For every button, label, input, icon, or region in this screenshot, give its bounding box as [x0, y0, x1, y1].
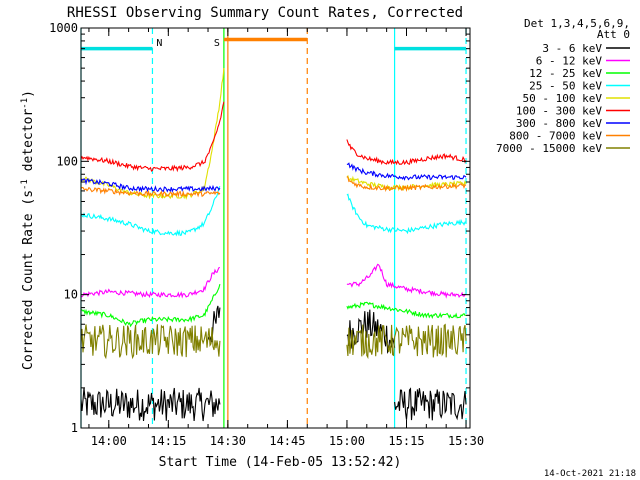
- series-line: [80, 266, 221, 299]
- legend-label: 3 - 6 keV: [542, 42, 602, 55]
- x-tick-label: 15:00: [329, 434, 365, 448]
- night-label: N: [156, 38, 162, 49]
- y-tick-label: 1: [71, 421, 78, 435]
- series-line: [346, 323, 467, 360]
- chart-title: RHESSI Observing Summary Count Rates, Co…: [67, 5, 463, 21]
- series-8: [80, 323, 467, 360]
- y-tick-label: 1000: [49, 21, 78, 35]
- series-3: [80, 186, 466, 237]
- y-tick-label: 100: [56, 154, 78, 168]
- series-line: [80, 186, 221, 237]
- series-line: [80, 186, 221, 199]
- series-line: [394, 387, 467, 421]
- y-axis-label: Corrected Count Rate (s-1 detector-1): [20, 90, 36, 370]
- x-tick-label: 15:30: [448, 434, 484, 448]
- legend-label: 50 - 100 keV: [523, 92, 603, 105]
- x-tick-label: 14:15: [150, 434, 186, 448]
- series-7: [80, 176, 467, 199]
- legend-label: 25 - 50 keV: [529, 80, 602, 93]
- legend-label: 6 - 12 keV: [536, 55, 603, 68]
- series-line: [346, 301, 466, 320]
- legend-label: 800 - 7000 keV: [509, 130, 602, 143]
- legend-label: 100 - 300 keV: [516, 105, 602, 118]
- x-tick-label: 15:15: [388, 434, 424, 448]
- series-line: [346, 193, 466, 235]
- series-line: [346, 176, 467, 193]
- footer-timestamp: 14-Oct-2021 21:18: [544, 469, 636, 479]
- series-line: [346, 309, 396, 354]
- series-1: [80, 263, 467, 299]
- legend-header-line-1: Det 1,3,4,5,6,9,: [524, 17, 630, 30]
- legend-label: 300 - 800 keV: [516, 117, 602, 130]
- legend-label: 12 - 25 keV: [529, 67, 602, 80]
- series-line: [346, 162, 467, 181]
- saa-label: S: [214, 38, 220, 49]
- series-line: [81, 283, 221, 328]
- series-2: [81, 283, 466, 328]
- series-6: [80, 162, 467, 193]
- series-0: [80, 305, 467, 422]
- x-axis-label: Start Time (14-Feb-05 13:52:42): [159, 455, 402, 470]
- series-line: [346, 139, 467, 166]
- y-tick-label: 10: [64, 288, 78, 302]
- series-line: [80, 324, 221, 360]
- plot-frame: [80, 27, 471, 429]
- series-line: [80, 387, 221, 422]
- series-line: [80, 177, 221, 193]
- x-tick-label: 14:00: [91, 434, 127, 448]
- x-tick-label: 14:30: [210, 434, 246, 448]
- series-line: [80, 101, 225, 173]
- x-tick-label: 14:45: [269, 434, 305, 448]
- legend-header-line-2: Att 0: [597, 28, 630, 41]
- plot-area: N S 14:00 14:15 14:30 14:45 15:00 15:15 15:30 1…: [49, 21, 484, 448]
- series-line: [346, 263, 467, 299]
- series-5: [80, 101, 467, 173]
- legend-label: 7000 - 15000 keV: [496, 142, 602, 155]
